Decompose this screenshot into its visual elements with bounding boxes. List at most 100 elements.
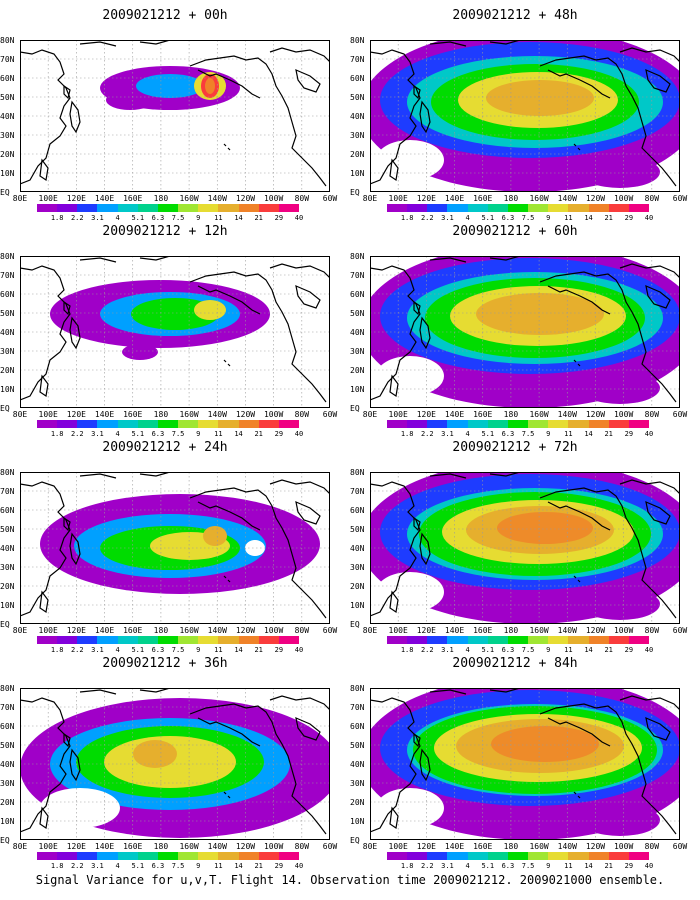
longitude-tick-label: 80E bbox=[12, 194, 28, 203]
colorbar-swatch bbox=[427, 204, 448, 212]
colorbar-swatch bbox=[387, 852, 408, 860]
colorbar-tick-label: 9 bbox=[196, 646, 201, 654]
latitude-tick-label: 70N bbox=[350, 703, 365, 712]
latitude-tick-label: 20N bbox=[0, 150, 15, 159]
longitude-tick-label: 160W bbox=[529, 626, 549, 635]
colorbar-tick-label: 7.5 bbox=[171, 214, 185, 222]
colorbar-tick-label: 40 bbox=[644, 862, 654, 870]
colorbar bbox=[387, 636, 650, 644]
colorbar-swatch bbox=[467, 636, 488, 644]
longitude-tick-label: 100W bbox=[613, 194, 634, 203]
colorbar-swatch bbox=[37, 636, 58, 644]
colorbar-tick-label: 6.3 bbox=[151, 214, 165, 222]
colorbar-swatch bbox=[198, 636, 219, 644]
longitude-tick-label: 140W bbox=[207, 410, 227, 419]
colorbar-tick-label: 6.3 bbox=[151, 430, 165, 438]
longitude-tick-label: 120W bbox=[235, 194, 256, 203]
longitude-tick-label: 140W bbox=[557, 626, 577, 635]
colorbar-swatch bbox=[97, 204, 118, 212]
colorbar-swatch bbox=[507, 636, 529, 644]
colorbar-swatch bbox=[447, 204, 468, 212]
colorbar-swatch bbox=[178, 636, 199, 644]
latitude-tick-label: 80N bbox=[0, 684, 15, 693]
longitude-tick-label: 120E bbox=[416, 626, 436, 635]
longitude-tick-label: 140E bbox=[444, 194, 465, 203]
longitude-tick-label: 180 bbox=[153, 626, 169, 635]
longitude-tick-label: 140W bbox=[557, 194, 577, 203]
latitude-tick-label: 40N bbox=[0, 544, 15, 553]
colorbar-tick-label: 4 bbox=[465, 646, 470, 654]
colorbar-swatch bbox=[608, 852, 629, 860]
colorbar-swatch bbox=[137, 204, 158, 212]
longitude-tick-label: 140W bbox=[207, 626, 227, 635]
longitude-tick-label: 100E bbox=[388, 842, 408, 851]
latitude-tick-label: 50N bbox=[350, 525, 365, 534]
colorbar-tick-label: 2.2 bbox=[70, 214, 84, 222]
colorbar-swatch bbox=[178, 204, 199, 212]
colorbar-swatch bbox=[467, 420, 488, 428]
map-gridlines bbox=[20, 688, 330, 840]
colorbar-swatch bbox=[548, 204, 569, 212]
panel-title: 2009021212 + 12h bbox=[102, 224, 228, 239]
colorbar-swatch bbox=[77, 636, 98, 644]
longitude-tick-label: 60W bbox=[322, 626, 338, 635]
latitude-tick-label: 20N bbox=[0, 798, 15, 807]
colorbar-swatch bbox=[77, 420, 98, 428]
colorbar-tick-label: 11 bbox=[214, 862, 223, 870]
latitude-tick-label: 50N bbox=[350, 93, 365, 102]
coastlines bbox=[20, 256, 330, 403]
colorbar-tick-label: 5.1 bbox=[481, 646, 495, 654]
longitude-tick-label: 160E bbox=[473, 626, 493, 635]
latitude-tick-label: 70N bbox=[0, 703, 15, 712]
colorbar-tick-label: 29 bbox=[274, 646, 284, 654]
colorbar-swatch bbox=[407, 852, 428, 860]
colorbar-swatch bbox=[427, 420, 448, 428]
latitude-tick-label: 30N bbox=[350, 347, 365, 356]
map-panel: 2009021212 + 72h 80N 70N 60N 50N 40N 30N 20N 10N… bbox=[350, 440, 687, 658]
colorbar-tick-label: 7.5 bbox=[521, 430, 535, 438]
colorbar-swatch bbox=[157, 420, 179, 428]
panel-title: 2009021212 + 84h bbox=[452, 656, 578, 671]
longitude-tick-label: 120W bbox=[235, 626, 256, 635]
colorbar-swatch bbox=[427, 636, 448, 644]
map-gridlines bbox=[370, 472, 680, 624]
longitude-tick-label: 120W bbox=[235, 410, 256, 419]
colorbar-swatch bbox=[218, 420, 239, 428]
colorbar-tick-label: 6.3 bbox=[151, 646, 165, 654]
longitude-tick-label: 60W bbox=[322, 410, 338, 419]
colorbar-tick-label: 3.1 bbox=[91, 214, 104, 222]
latitude-tick-label: EQ bbox=[350, 188, 360, 197]
colorbar-tick-label: 5.1 bbox=[481, 862, 495, 870]
colorbar-tick-label: 29 bbox=[624, 214, 634, 222]
longitude-tick-label: 60W bbox=[672, 626, 688, 635]
colorbar-swatch bbox=[447, 636, 468, 644]
latitude-tick-label: 70N bbox=[350, 55, 365, 64]
colorbar-swatch bbox=[278, 636, 300, 644]
variance-shading bbox=[100, 66, 240, 110]
longitude-tick-label: 140W bbox=[207, 842, 227, 851]
colorbar-tick-label: 3.1 bbox=[441, 646, 454, 654]
variance-map bbox=[20, 40, 330, 192]
colorbar-swatch bbox=[588, 420, 609, 428]
variance-shading bbox=[50, 280, 270, 360]
colorbar-tick-label: 21 bbox=[254, 430, 263, 438]
colorbar bbox=[387, 420, 650, 428]
colorbar-swatch bbox=[588, 636, 609, 644]
variance-map bbox=[20, 688, 330, 840]
longitude-tick-label: 180 bbox=[153, 410, 169, 419]
longitude-tick-label: 100E bbox=[388, 626, 408, 635]
colorbar-tick-label: 6.3 bbox=[501, 862, 515, 870]
latitude-tick-label: 30N bbox=[0, 131, 15, 140]
colorbar-tick-label: 4 bbox=[465, 862, 470, 870]
colorbar-swatch bbox=[487, 420, 508, 428]
colorbar-tick-label: 1.8 bbox=[50, 646, 64, 654]
map-panel: 2009021212 + 60h 80N 70N 60N 50N 40N 30N 20N 10N… bbox=[350, 224, 687, 442]
colorbar-swatch bbox=[568, 636, 589, 644]
colorbar-swatch bbox=[117, 636, 138, 644]
colorbar-tick-label: 40 bbox=[644, 214, 654, 222]
colorbar-tick-label: 40 bbox=[294, 214, 304, 222]
colorbar-tick-label: 14 bbox=[234, 862, 243, 870]
colorbar-swatch bbox=[157, 852, 179, 860]
map-panel: 2009021212 + 24h 80N 70N 60N 50N 40N 30N 20N 10N… bbox=[0, 440, 337, 658]
colorbar-tick-label: 11 bbox=[214, 430, 223, 438]
